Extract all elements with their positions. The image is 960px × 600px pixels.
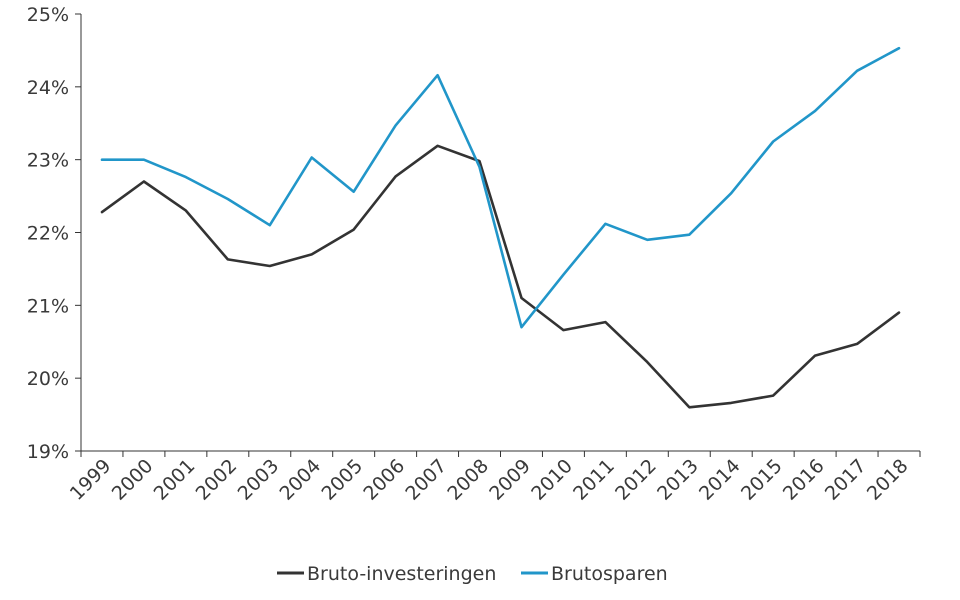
legend: Bruto-investeringen Brutosparen bbox=[277, 563, 668, 585]
x-tick-label: 2005 bbox=[317, 455, 367, 505]
x-tick-label: 2010 bbox=[527, 455, 577, 505]
x-tick-label: 2015 bbox=[737, 455, 787, 505]
series-lines bbox=[100, 46, 901, 409]
y-tick-label: 23% bbox=[27, 150, 69, 172]
x-tick-label: 2014 bbox=[695, 455, 745, 505]
x-tick-label: 2008 bbox=[443, 455, 493, 505]
y-tick-label: 22% bbox=[27, 223, 69, 245]
x-tick-label: 2001 bbox=[150, 455, 200, 505]
series-line-1 bbox=[100, 144, 901, 409]
x-tick-label: 1999 bbox=[66, 455, 116, 505]
x-tick-label: 2002 bbox=[192, 455, 242, 505]
x-tick-label: 2000 bbox=[108, 455, 158, 505]
y-tick-label: 24% bbox=[27, 77, 69, 99]
x-tick-label: 2018 bbox=[863, 455, 913, 505]
x-tick-label: 2004 bbox=[276, 455, 326, 505]
legend-label: Bruto-investeringen bbox=[307, 563, 496, 585]
x-tick-label: 2011 bbox=[569, 455, 619, 505]
plot-area: 19%20%21%22%23%24%25% 199920002001200220… bbox=[27, 4, 921, 505]
x-tick-label: 2017 bbox=[821, 455, 871, 505]
y-tick-label: 25% bbox=[27, 4, 69, 26]
x-tick-label: 2012 bbox=[611, 455, 661, 505]
x-tick-label: 2009 bbox=[485, 455, 535, 505]
y-axis-ticks: 19% 20% 21% 22% 23% 24% 25% bbox=[27, 4, 81, 463]
x-tick-label: 2016 bbox=[779, 455, 829, 505]
y-tick-label: 20% bbox=[27, 368, 69, 390]
y-tick-label: 19% bbox=[27, 441, 69, 463]
x-tick-label: 2007 bbox=[401, 455, 451, 505]
legend-label: Brutosparen bbox=[551, 563, 668, 585]
x-axis-ticks: 1999200020012002200320042005200620072008… bbox=[66, 451, 921, 505]
x-tick-label: 2013 bbox=[653, 455, 703, 505]
x-tick-label: 2006 bbox=[359, 455, 409, 505]
series-line-2 bbox=[100, 46, 901, 329]
x-tick-label: 2003 bbox=[234, 455, 284, 505]
y-tick-label: 21% bbox=[27, 295, 69, 317]
